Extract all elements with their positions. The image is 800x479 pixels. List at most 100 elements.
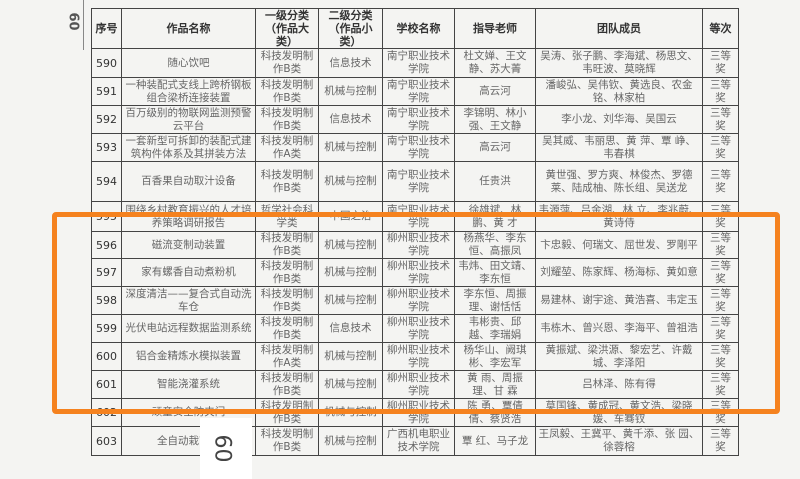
- cell-award: 三等奖: [702, 314, 739, 343]
- cell-school: 南宁职业技术学院: [382, 161, 455, 202]
- cell-cat1: 科技发明制作B类: [255, 48, 319, 78]
- cell-no: 597: [91, 258, 122, 287]
- cell-members: 吴涛、张子鹏、李海斌、杨思文、韦旺波、莫晓辉: [535, 48, 703, 78]
- highlight-box: [52, 212, 780, 414]
- cell-school: 柳州职业技术学院: [382, 370, 455, 399]
- cell-cat1: 科技发明制作B类: [255, 426, 319, 456]
- cell-award: 三等奖: [702, 426, 739, 456]
- header-cat1: 一级分类（作品大类）: [255, 8, 319, 49]
- cell-cat1: 科技发明制作B类: [255, 105, 319, 134]
- cell-advisor: 高云河: [454, 77, 536, 106]
- cell-no: 603: [91, 426, 122, 456]
- cell-cat2: 机械与控制: [318, 77, 383, 106]
- cell-cat1: 科技发明制作B类: [255, 77, 319, 106]
- cell-members: 刘耀堃、陈家辉、杨海标、黄如意: [535, 258, 703, 287]
- table-row: 592 百万级别的物联网监测预警云平台 科技发明制作B类 信息技术 南宁职业技术学院 李锦…: [91, 105, 739, 134]
- cell-award: 三等奖: [702, 161, 739, 202]
- cell-no: 593: [91, 133, 122, 162]
- table-row: 599 光伏电站远程数据监测系统 科技发明制作B类 信息技术 柳州职业技术学院 韦彬贵、邱…: [91, 314, 739, 343]
- cell-members: 王凤毅、王冀平、黄千添、张 园、徐蓉榕: [535, 426, 703, 456]
- cell-members: 李小龙、刘华海、吴国云: [535, 105, 703, 134]
- header-advisor: 指导老师: [454, 8, 536, 49]
- cell-no: 594: [91, 161, 122, 202]
- cell-name: 百香果自动取汁设备: [121, 161, 256, 202]
- cell-school: 南宁职业技术学院: [382, 105, 455, 134]
- cell-cat1: 科技发明制作A类: [255, 342, 319, 371]
- cell-name: 磁流变制动装置: [121, 231, 256, 259]
- cell-award: 三等奖: [702, 133, 739, 162]
- cell-advisor: 杨华山、阙琪彬、李宏军: [454, 342, 536, 371]
- cell-cat1: 科技发明制作A类: [255, 133, 319, 162]
- cell-award: 三等奖: [702, 231, 739, 259]
- cell-name: 随心饮吧: [121, 48, 256, 78]
- cell-advisor: 李锦明、林小强、王文静: [454, 105, 536, 134]
- cell-cat2: 信息技术: [318, 105, 383, 134]
- cell-members: 黄世强、罗方爽、林俊杰、罗德莱、陆成柚、陈长组、吴送龙: [535, 161, 703, 202]
- cell-advisor: 杨燕华、李东恒、高振凤: [454, 231, 536, 259]
- cell-cat2: 信息技术: [318, 48, 383, 78]
- header-cat2: 二级分类（作品小类）: [318, 8, 383, 49]
- cell-school: 柳州职业技术学院: [382, 342, 455, 371]
- cell-members: 吕林泽、陈有得: [535, 370, 703, 399]
- cell-cat2: 机械与控制: [318, 370, 383, 399]
- cell-advisor: 高云河: [454, 133, 536, 162]
- table-row: 591 一种装配式支线上跨桥钢板组合梁桥连接装置 科技发明制作B类 机械与控制 南宁职业…: [91, 77, 739, 106]
- page-number-bottom: 60: [209, 434, 235, 463]
- cell-award: 三等奖: [702, 286, 739, 315]
- cell-school: 柳州职业技术学院: [382, 286, 455, 315]
- margin-rule: [83, 0, 84, 50]
- cell-name: 光伏电站远程数据监测系统: [121, 314, 256, 343]
- cell-members: 潘峻弘、吴伟钦、黄选良、农金铭、林家柏: [535, 77, 703, 106]
- cell-cat2: 机械与控制: [318, 161, 383, 202]
- cell-award: 三等奖: [702, 105, 739, 134]
- cell-school: 柳州职业技术学院: [382, 231, 455, 259]
- cell-no: 599: [91, 314, 122, 343]
- header-school: 学校名称: [382, 8, 455, 49]
- cell-award: 三等奖: [702, 77, 739, 106]
- cell-school: 南宁职业技术学院: [382, 77, 455, 106]
- cell-members: 韦栋木、曾兴恩、李海平、曾祖浩: [535, 314, 703, 343]
- cell-advisor: 任贵洪: [454, 161, 536, 202]
- cell-advisor: 杜文婵、王文静、苏大菁: [454, 48, 536, 78]
- header-award: 等次: [702, 8, 739, 49]
- table-row: 603 全自动栽苗机 科技发明制作B类 机械与控制 广西机电职业技术学院覃 红、马子龙王…: [91, 426, 739, 456]
- table-row: 600 铝合金精炼水模拟装置 科技发明制作A类 机械与控制 柳州职业技术学院 杨华山、阙琪…: [91, 342, 739, 371]
- cell-school: 南宁职业技术学院: [382, 133, 455, 162]
- cell-advisor: 覃 红、马子龙: [454, 426, 536, 456]
- cell-members: 吴其威、韦丽思、黄 萍、覃 峥、韦春棋: [535, 133, 703, 162]
- header-name: 作品名称: [121, 8, 256, 49]
- cell-award: 三等奖: [702, 370, 739, 399]
- cell-school: 柳州职业技术学院: [382, 258, 455, 287]
- cell-school: 南宁职业技术学院: [382, 48, 455, 78]
- cell-no: 596: [91, 231, 122, 259]
- cell-school: 广西机电职业技术学院: [382, 426, 455, 456]
- cell-no: 601: [91, 370, 122, 399]
- table-row: 596 磁流变制动装置 科技发明制作B类 机械与控制 柳州职业技术学院 杨燕华、李东恒、高…: [91, 231, 739, 259]
- cell-cat1: 科技发明制作B类: [255, 370, 319, 399]
- award-table: 序号 作品名称 一级分类（作品大类） 二级分类（作品小类） 学校名称 指导老师 …: [91, 8, 739, 456]
- cell-cat2: 机械与控制: [318, 342, 383, 371]
- cell-no: 591: [91, 77, 122, 106]
- cell-cat1: 科技发明制作B类: [255, 314, 319, 343]
- cell-award: 三等奖: [702, 48, 739, 78]
- cell-members: 易建林、谢宇途、黄浩喜、韦定玉: [535, 286, 703, 315]
- cell-name: 一种装配式支线上跨桥钢板组合梁桥连接装置: [121, 77, 256, 106]
- cell-advisor: 黄 雨、周振理、甘 霖: [454, 370, 536, 399]
- cell-members: 黄振斌、梁洪源、黎宏艺、许戴城、李泽阳: [535, 342, 703, 371]
- table-row: 593 一套新型可拆卸的装配式建筑构件体系及其拼装方法 科技发明制作A类 机械与控制南…: [91, 133, 739, 162]
- cell-no: 590: [91, 48, 122, 78]
- cell-cat2: 机械与控制: [318, 426, 383, 456]
- header-no: 序号: [91, 8, 122, 49]
- cell-name: 一套新型可拆卸的装配式建筑构件体系及其拼装方法: [121, 133, 256, 162]
- cell-award: 三等奖: [702, 342, 739, 371]
- cell-name: 百万级别的物联网监测预警云平台: [121, 105, 256, 134]
- header-members: 团队成员: [535, 8, 703, 49]
- cell-award: 三等奖: [702, 258, 739, 287]
- cell-cat2: 机械与控制: [318, 286, 383, 315]
- cell-cat1: 科技发明制作B类: [255, 258, 319, 287]
- table-row: 594 百香果自动取汁设备 科技发明制作B类 机械与控制 南宁职业技术学院 任贵洪 黄世强、…: [91, 161, 739, 202]
- cell-cat1: 科技发明制作B类: [255, 231, 319, 259]
- cell-cat2: 机械与控制: [318, 133, 383, 162]
- cell-cat1: 科技发明制作B类: [255, 161, 319, 202]
- table-header-row: 序号 作品名称 一级分类（作品大类） 二级分类（作品小类） 学校名称 指导老师 …: [91, 8, 739, 49]
